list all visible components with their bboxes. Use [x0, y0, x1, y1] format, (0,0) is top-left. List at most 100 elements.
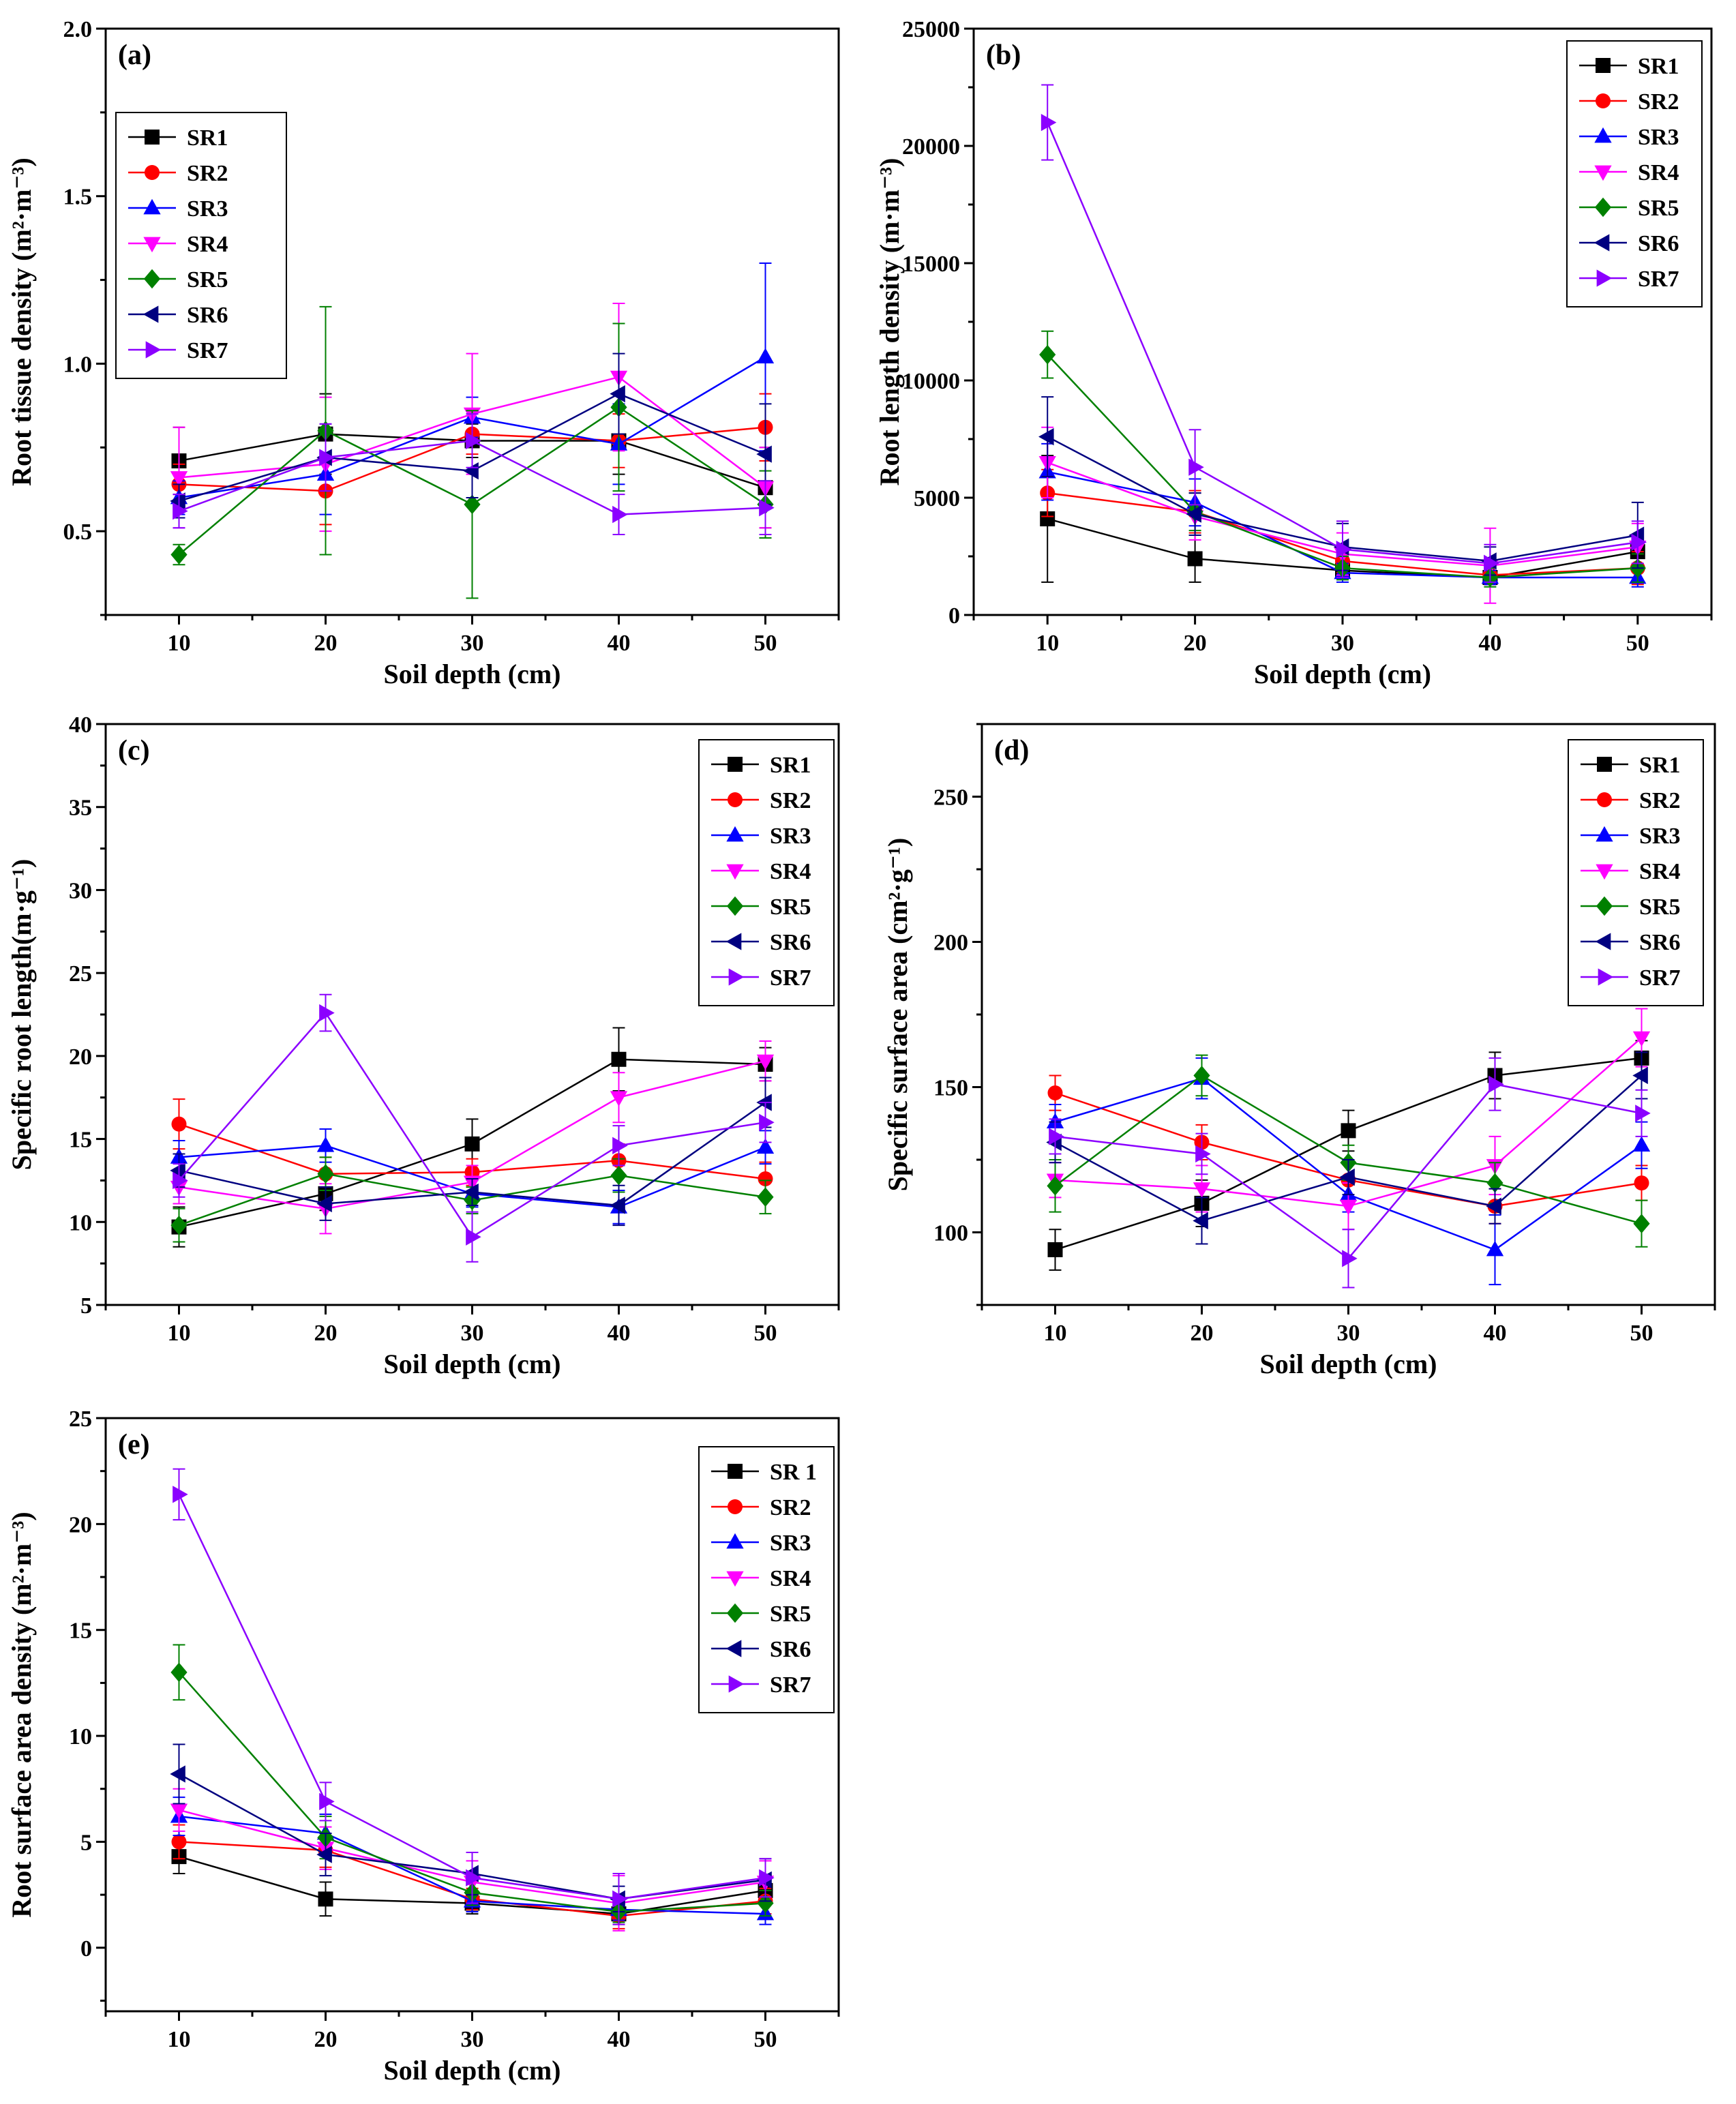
- legend-label: SR2: [770, 788, 811, 813]
- data-point: [316, 1194, 332, 1213]
- legend-box: [1568, 739, 1704, 1006]
- legend-label: SR5: [1638, 196, 1679, 221]
- data-point: [1187, 551, 1203, 567]
- data-point: [1195, 1145, 1211, 1163]
- legend-label: SR6: [1638, 231, 1679, 256]
- legend-label: SR7: [187, 338, 228, 363]
- y-tick-label: 5: [80, 1830, 92, 1855]
- y-tick-label: 10000: [902, 369, 960, 394]
- legend-label: SR3: [187, 196, 228, 222]
- legend-marker: [728, 968, 745, 986]
- legend: SR1 SR2 SR3 SR4 SR5 SR6 SR7: [1566, 40, 1703, 307]
- data-point: [610, 1197, 625, 1214]
- legend-label: SR7: [770, 965, 811, 991]
- y-tick-label: 100: [933, 1221, 968, 1246]
- data-point: [1047, 1242, 1063, 1258]
- data-point: [1047, 1176, 1064, 1196]
- x-tick-label: 10: [168, 631, 191, 656]
- y-tick-label: 0: [948, 603, 960, 629]
- y-tick-label: 250: [933, 785, 968, 811]
- data-point: [317, 1164, 334, 1184]
- data-point: [173, 1486, 188, 1503]
- x-tick-label: 30: [1331, 631, 1354, 656]
- legend-label: SR4: [1639, 859, 1680, 884]
- y-tick-label: 2.0: [63, 17, 93, 42]
- legend-label: SR7: [1638, 267, 1679, 292]
- data-point: [464, 494, 481, 515]
- panel-title: (d): [994, 735, 1029, 766]
- legend: SR1 SR2 SR3 SR4 SR5 SR6 SR7: [698, 739, 835, 1006]
- x-tick-label: 50: [754, 2027, 777, 2052]
- data-point: [1038, 427, 1054, 446]
- x-tick-label: 20: [314, 631, 338, 656]
- data-point: [759, 1869, 775, 1887]
- y-tick-label: 15: [69, 1128, 92, 1153]
- y-tick-label: 5: [80, 1293, 92, 1319]
- legend-marker: [726, 826, 744, 842]
- panel-a: 0.5 1.0 1.5 2.0 10 20 30 40 50 Soil depth (cm) Roo…: [6, 17, 840, 689]
- x-axis-label: Soil depth (cm): [384, 2055, 561, 2086]
- data-point: [1193, 1212, 1208, 1230]
- legend-marker: [145, 341, 162, 359]
- legend-label: SR7: [770, 1672, 811, 1698]
- y-axis-label: Root tissue density (m²·m⁻³): [6, 157, 37, 486]
- data-point: [1631, 533, 1647, 552]
- legend-marker: [1597, 792, 1612, 807]
- legend-label: SR5: [187, 267, 228, 292]
- legend-label: SR1: [1639, 753, 1680, 778]
- data-point: [170, 1662, 188, 1683]
- legend-label: SR6: [770, 930, 811, 955]
- legend-label: SR4: [187, 232, 228, 257]
- legend-label: SR6: [770, 1637, 811, 1662]
- legend: SR 1 SR2 SR3 SR4 SR5 SR6 SR7: [698, 1446, 835, 1713]
- data-point: [759, 499, 775, 517]
- y-tick-label: 20: [69, 1045, 92, 1070]
- y-axis-label: Root surface area density (m²·m⁻³): [6, 1512, 37, 1917]
- x-axis-label: Soil depth (cm): [384, 1349, 561, 1379]
- data-point: [757, 1893, 774, 1913]
- y-tick-label: 200: [933, 931, 968, 956]
- legend-marker: [1596, 826, 1613, 842]
- x-tick-label: 10: [168, 1321, 191, 1346]
- legend-label: SR3: [1639, 824, 1680, 849]
- x-tick-label: 30: [1337, 1321, 1360, 1346]
- y-tick-label: 0.5: [63, 520, 93, 545]
- y-tick-label: 15000: [902, 252, 960, 277]
- legend-marker: [728, 1675, 745, 1693]
- legend-marker: [728, 792, 743, 807]
- legend-marker: [728, 757, 743, 772]
- x-tick-label: 40: [1478, 631, 1501, 656]
- data-point: [463, 462, 479, 480]
- data-point: [319, 1004, 335, 1022]
- data-point: [170, 1215, 188, 1235]
- series-sr7: [1049, 1057, 1651, 1289]
- legend-label: SR2: [770, 1495, 811, 1520]
- legend-marker: [1595, 933, 1611, 950]
- y-axis-label: Specific surface area (cm²·g⁻¹): [882, 838, 913, 1192]
- data-point: [1484, 554, 1499, 572]
- y-tick-label: 20000: [902, 134, 960, 160]
- data-point: [173, 1171, 188, 1190]
- data-point: [1336, 541, 1352, 558]
- y-tick-label: 30: [69, 878, 92, 903]
- x-tick-label: 30: [461, 2027, 484, 2052]
- legend-marker: [145, 165, 160, 180]
- legend-marker: [143, 269, 161, 289]
- x-tick-label: 20: [314, 1321, 338, 1346]
- legend-box: [698, 739, 835, 1006]
- y-tick-label: 25: [69, 1407, 92, 1432]
- panel-c: 5 10 15 20 25 30 35 40 10 20 30 40 50 Soil depth (cm)…: [6, 712, 840, 1379]
- data-point: [171, 1116, 187, 1132]
- data-point: [756, 1054, 775, 1070]
- legend-marker: [1593, 234, 1610, 252]
- x-tick-label: 40: [1484, 1321, 1507, 1346]
- data-point: [1634, 1175, 1649, 1191]
- data-point: [1635, 1104, 1651, 1122]
- data-point: [1632, 1066, 1648, 1085]
- y-tick-label: 35: [69, 796, 92, 821]
- data-point: [758, 1171, 773, 1186]
- data-point: [610, 385, 625, 403]
- data-point: [611, 1051, 627, 1067]
- legend-box: [698, 1446, 835, 1713]
- data-point: [170, 471, 188, 487]
